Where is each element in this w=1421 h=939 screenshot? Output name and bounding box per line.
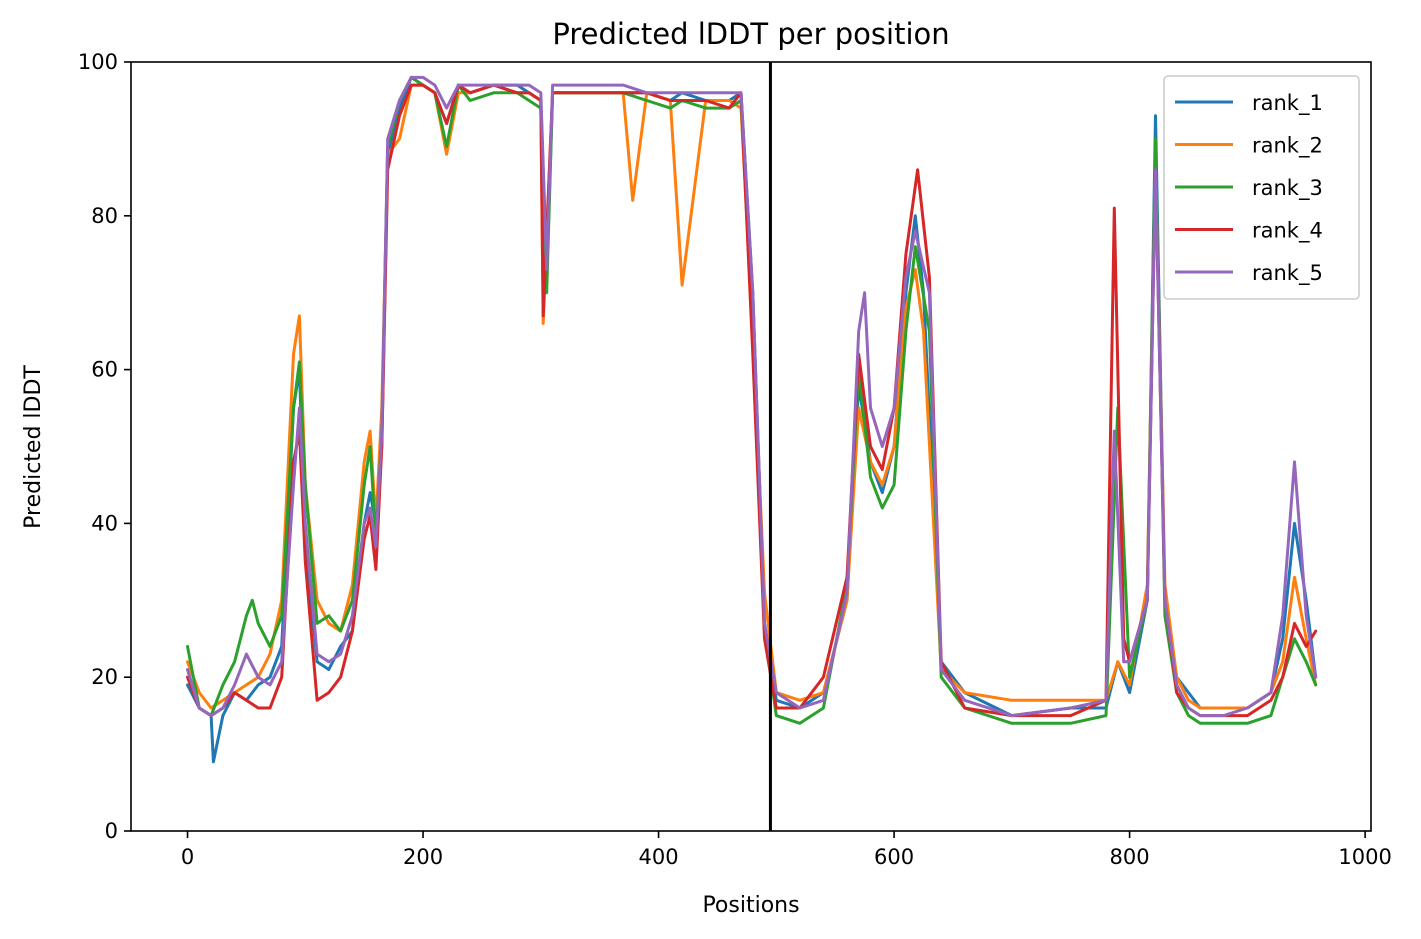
- chart-title: Predicted lDDT per position: [552, 17, 949, 51]
- y-tick-label-0: 0: [105, 819, 118, 843]
- x-tick-label-1000: 1000: [1338, 845, 1391, 869]
- y-tick-label-20: 20: [91, 665, 118, 689]
- series-line-rank_5: [186, 75, 1318, 718]
- legend-box: [1163, 75, 1360, 300]
- y-tick-label-60: 60: [91, 358, 118, 382]
- x-tick-label-400: 400: [639, 845, 679, 869]
- legend: rank_1 rank_2 rank_3 rank_4 rank_5: [1163, 75, 1360, 300]
- series-line-rank_3: [186, 75, 1318, 725]
- plot-area: 0 200 400 600 800 1000 0 20 40 60 80 100: [78, 50, 1392, 869]
- legend-label-rank_2: rank_2: [1252, 134, 1323, 159]
- y-tick-label-40: 40: [91, 511, 118, 535]
- y-axis-label: Predicted lDDT: [21, 365, 46, 529]
- axes-frame: [130, 61, 1372, 832]
- series-group: [186, 75, 1318, 764]
- legend-label-rank_4: rank_4: [1252, 219, 1323, 244]
- x-axis-label: Positions: [702, 893, 799, 918]
- y-tick-label-100: 100: [78, 50, 118, 74]
- y-tick-label-80: 80: [91, 204, 118, 228]
- legend-label-rank_1: rank_1: [1252, 91, 1323, 116]
- x-tick-label-0: 0: [181, 845, 194, 869]
- x-tick-label-600: 600: [874, 845, 914, 869]
- legend-label-rank_5: rank_5: [1252, 261, 1323, 286]
- legend-label-rank_3: rank_3: [1252, 176, 1323, 201]
- x-tick-label-800: 800: [1110, 845, 1150, 869]
- x-tick-label-200: 200: [403, 845, 443, 869]
